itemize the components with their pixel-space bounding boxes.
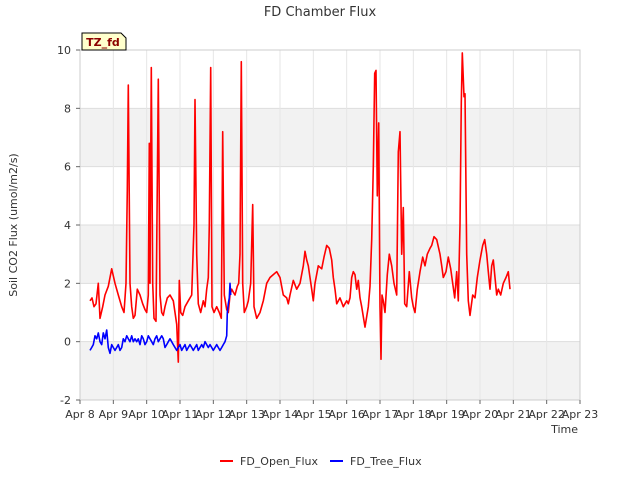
- series-layer: [89, 52, 511, 363]
- x-tick-label: Apr 8: [65, 408, 95, 421]
- y-tick-label: 0: [64, 336, 71, 349]
- x-tick-label: Apr 22: [528, 408, 565, 421]
- y-tick-label: 6: [64, 161, 71, 174]
- x-tick-label: Apr 10: [128, 408, 165, 421]
- timezone-badge: TZ_fd: [81, 32, 127, 51]
- grid-band: [80, 341, 580, 400]
- x-tick-label: Apr 15: [295, 408, 332, 421]
- y-tick-label: 4: [64, 219, 71, 232]
- grid-bands: [80, 108, 580, 400]
- legend-label-fd-open-flux: FD_Open_Flux: [240, 455, 319, 468]
- chart-title: FD Chamber Flux: [264, 5, 377, 20]
- grid-band: [80, 108, 580, 167]
- y-tick-label: 10: [57, 44, 71, 57]
- timezone-badge-label: TZ_fd: [86, 36, 120, 49]
- legend: FD_Open_Flux FD_Tree_Flux: [220, 455, 422, 468]
- x-tick-label: Apr 18: [395, 408, 432, 421]
- legend-label-fd-tree-flux: FD_Tree_Flux: [350, 455, 422, 468]
- x-tick-label: Apr 13: [228, 408, 265, 421]
- x-tick-label: Apr 19: [428, 408, 465, 421]
- x-tick-label: Apr 21: [495, 408, 532, 421]
- series-line-fd-tree-flux: [89, 282, 232, 355]
- x-tick-label: Apr 23: [562, 408, 599, 421]
- y-axis-label: Soil CO2 Flux (umol/m2/s): [7, 153, 20, 296]
- x-tick-label: Apr 17: [362, 408, 399, 421]
- y-tick-label: -2: [60, 394, 71, 407]
- x-axis-label: Time: [550, 423, 578, 436]
- series-line-fd-open-flux: [89, 52, 511, 363]
- y-tick-label: 8: [64, 102, 71, 115]
- x-tick-label: Apr 12: [195, 408, 232, 421]
- y-axis: -2 0 2 4 6 8 10: [57, 44, 80, 407]
- x-tick-label: Apr 20: [462, 408, 499, 421]
- x-tick-label: Apr 14: [262, 408, 299, 421]
- x-tick-label: Apr 9: [99, 408, 129, 421]
- x-tick-label: Apr 16: [328, 408, 365, 421]
- y-tick-label: 2: [64, 277, 71, 290]
- x-tick-label: Apr 11: [162, 408, 199, 421]
